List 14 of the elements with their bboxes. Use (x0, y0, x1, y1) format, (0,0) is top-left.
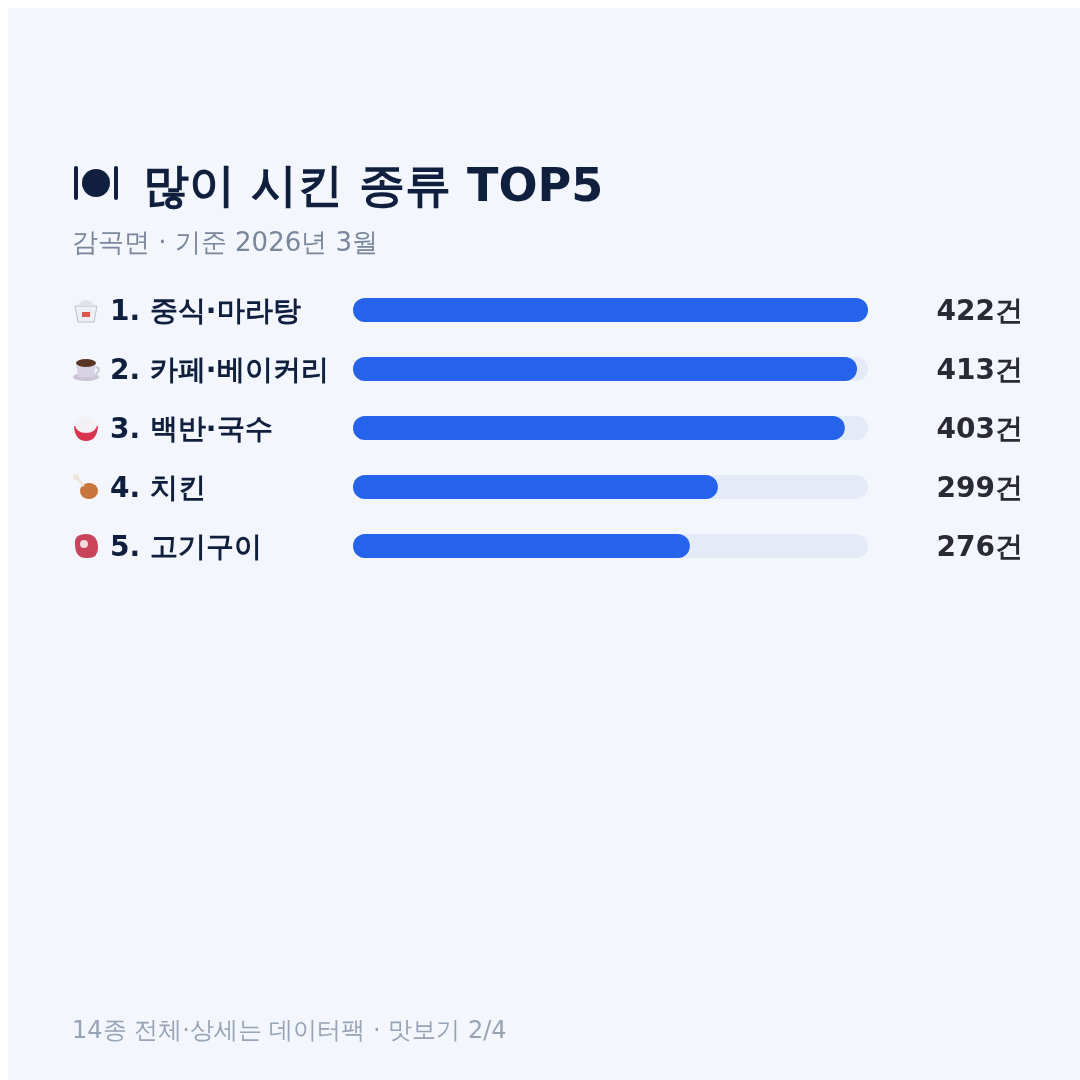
data-label: 403건 (936, 412, 1023, 445)
chart-subtitle: 감곡면 · 기준 2026년 3월 (72, 227, 379, 257)
y-tick-label: 1. 중식·마라탕 (110, 294, 301, 327)
data-label: 299건 (936, 471, 1023, 504)
data-label: 413건 (936, 353, 1023, 386)
data-label: 276건 (936, 530, 1023, 563)
text: 14종 전체·상세는 데이터팩 · 맛보기 2/4 (72, 1016, 507, 1044)
y-tick-label: 5. 고기구이 (110, 530, 262, 563)
y-tick-label: 3. 백반·국수 (110, 412, 273, 445)
chart-title: 많이 시킨 종류 TOP5 (143, 158, 604, 212)
data-label: 422건 (936, 294, 1023, 327)
y-tick-label: 2. 카페·베이커리 (110, 353, 329, 386)
bar (353, 357, 858, 381)
y-tick-label: 4. 치킨 (110, 471, 206, 504)
